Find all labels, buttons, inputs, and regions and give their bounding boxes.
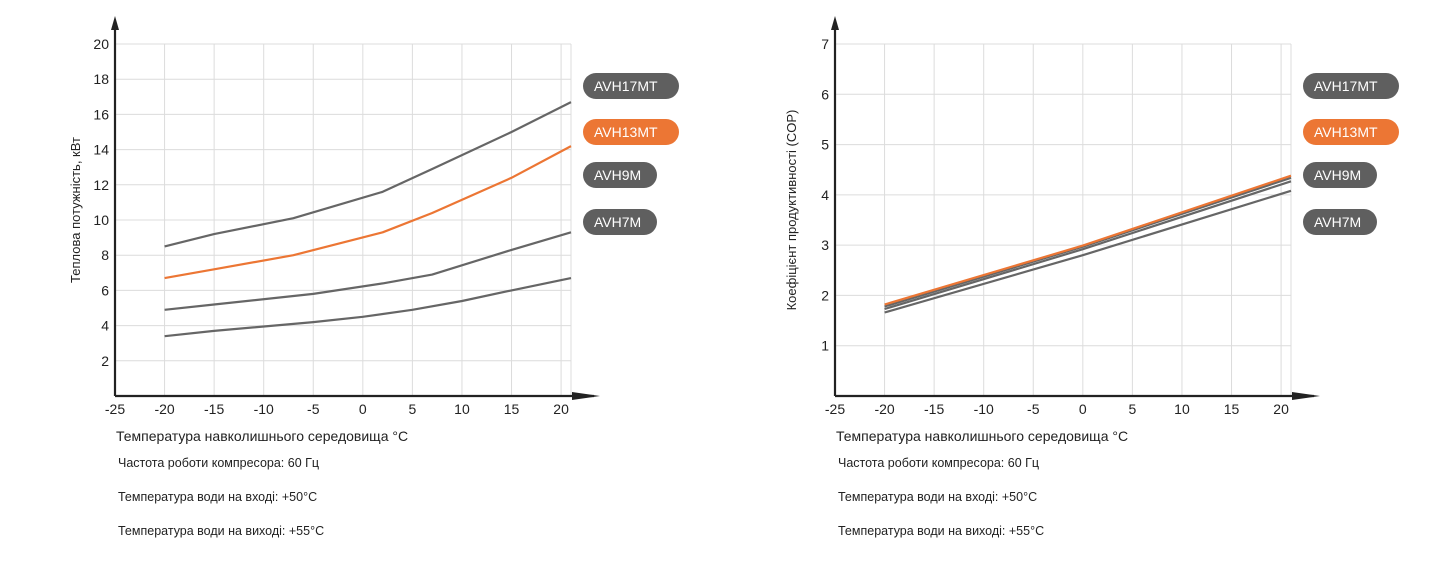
legend-label: AVH9M [594,167,641,183]
x-tick-label: 15 [1224,401,1240,417]
legend-item-avh7m [1303,209,1377,235]
y-axis-label: Коефіцієнт продуктивності (COP) [784,110,799,311]
legend-label: AVH7M [594,214,641,230]
y-axis-arrow [831,16,839,30]
x-tick-label: -25 [825,401,845,417]
legend-item-avh7m [583,209,657,235]
legend-item-avh13mt [1303,119,1399,145]
x-tick-label: 20 [553,401,569,417]
x-axis-arrow [572,392,600,400]
series-line-avh7m [884,189,1292,314]
y-tick-label: 4 [101,318,109,334]
y-tick-label: 12 [93,177,109,193]
y-tick-label: 14 [93,142,109,158]
series-line-avh7m [164,277,572,338]
heat-output-chart: 2 4 6 8 10 12 14 16 18 20 -25 -20 -15 -10 -5 0 5 10 15 20 Те… [68,16,679,538]
x-tick-label: 10 [454,401,470,417]
x-tick-label: 15 [504,401,520,417]
x-tick-label: 20 [1273,401,1289,417]
legend-label: AVH9M [1314,167,1361,183]
x-tick-label: -10 [254,401,274,417]
y-axis-arrow [111,16,119,30]
x-tick-label: -25 [105,401,125,417]
y-tick-label: 1 [821,338,829,354]
x-tick-label: -15 [924,401,944,417]
chart-note: Температура води на виході: +55°C [118,524,324,538]
chart-note: Температура води на виході: +55°C [838,524,1044,538]
series-line-avh9m [164,231,572,311]
legend-item-avh17mt [1303,73,1399,99]
chart-note: Частота роботи компресора: 60 Гц [118,456,319,470]
x-tick-label: -20 [874,401,894,417]
series-line-avh13mt [884,174,1292,306]
chart-note: Температура води на вході: +50°C [838,490,1037,504]
x-tick-label: -15 [204,401,224,417]
x-tick-label: -20 [154,401,174,417]
legend-label: AVH17MT [1314,78,1378,94]
y-tick-label: 6 [101,282,109,298]
y-tick-label: 10 [93,212,109,228]
series-line-avh9m [884,180,1292,311]
y-tick-label: 6 [821,86,829,102]
x-tick-label: 5 [1128,401,1136,417]
y-tick-label: 18 [93,71,109,87]
legend-item-avh17mt [583,73,679,99]
y-tick-label: 2 [821,287,829,303]
series-line-avh13mt [164,145,572,280]
y-tick-label: 5 [821,137,829,153]
chart-note: Частота роботи компресора: 60 Гц [838,456,1039,470]
legend-item-avh9m [1303,162,1377,188]
series-line-avh17mt [164,101,572,248]
chart-note: Температура води на вході: +50°C [118,490,317,504]
y-tick-label: 2 [101,353,109,369]
x-axis-label: Температура навколишнього середовища °C [836,428,1128,444]
x-tick-label: -5 [1027,401,1040,417]
legend-label: AVH13MT [594,124,658,140]
y-axis-label: Теплова потужність, кВт [68,137,83,283]
y-tick-label: 16 [93,106,109,122]
legend-label: AVH7M [1314,214,1361,230]
x-tick-label: -5 [307,401,320,417]
legend-label: AVH17MT [594,78,658,94]
legend-item-avh13mt [583,119,679,145]
x-axis-label: Температура навколишнього середовища °C [116,428,408,444]
y-tick-label: 3 [821,237,829,253]
x-tick-label: -10 [974,401,994,417]
y-tick-label: 20 [93,36,109,52]
x-axis-arrow [1292,392,1320,400]
y-tick-label: 7 [821,36,829,52]
cop-chart: 1 2 3 4 5 6 7 -25 -20 -15 -10 -5 0 5 10 15 20 Коефіцієнт … [784,16,1399,538]
x-tick-label: 10 [1174,401,1190,417]
legend-label: AVH13MT [1314,124,1378,140]
x-tick-label: 5 [408,401,416,417]
legend-item-avh9m [583,162,657,188]
y-tick-label: 8 [101,247,109,263]
y-tick-label: 4 [821,187,829,203]
x-tick-label: 0 [1079,401,1087,417]
x-tick-label: 0 [359,401,367,417]
